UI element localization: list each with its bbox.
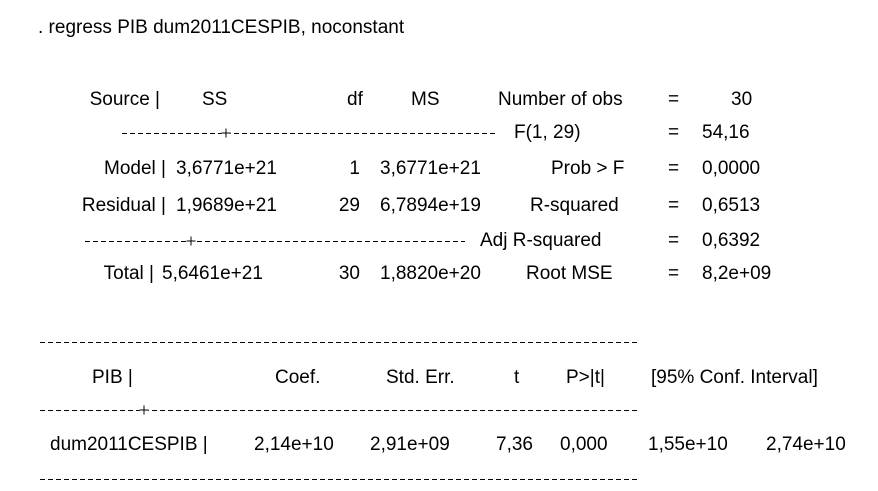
- ms-value: 6,7894e+19: [380, 195, 481, 216]
- stat-equals: =: [668, 122, 680, 143]
- source-label: Model |: [104, 158, 166, 179]
- stat-label: F(1, 29): [514, 122, 581, 143]
- coef-header: PIB |: [92, 367, 133, 388]
- stat-value: 0,0000: [702, 158, 761, 179]
- stat-label: Adj R-squared: [480, 230, 602, 251]
- stat-value: 8,2e+09: [702, 263, 772, 284]
- stat-equals: =: [668, 158, 680, 179]
- coef-cell: dum2011CESPIB |: [50, 434, 208, 455]
- source-label: Residual |: [81, 195, 166, 216]
- anova-header: MS: [411, 89, 440, 110]
- stat-equals: =: [668, 263, 680, 284]
- coef-cell: 7,36: [496, 434, 533, 455]
- coef-cell: 2,91e+09: [370, 434, 450, 455]
- coef-header: t: [514, 367, 520, 388]
- separator: [122, 133, 495, 134]
- stat-label: Prob > F: [551, 158, 625, 179]
- coef-header: [95% Conf. Interval]: [651, 367, 818, 388]
- stat-equals: =: [668, 89, 680, 110]
- separator-cross: [139, 405, 149, 415]
- df-value: 30: [338, 263, 360, 284]
- separator: [85, 241, 465, 242]
- separator-cross: [186, 236, 196, 246]
- coef-header: Std. Err.: [386, 367, 455, 388]
- stat-value: 0,6392: [702, 230, 761, 251]
- ss-value: 1,9689e+21: [176, 195, 277, 216]
- stat-label: Root MSE: [526, 263, 613, 284]
- coef-header: P>|t|: [566, 367, 605, 388]
- anova-header: df: [347, 89, 363, 110]
- coef-header: Coef.: [275, 367, 321, 388]
- stat-value: 30: [731, 89, 753, 110]
- df-value: 29: [338, 195, 360, 216]
- stat-label: R-squared: [530, 195, 619, 216]
- ms-value: 1,8820e+20: [380, 263, 481, 284]
- stat-value: 0,6513: [702, 195, 761, 216]
- coef-cell: 2,14e+10: [254, 434, 334, 455]
- anova-header: SS: [202, 89, 228, 110]
- command: . regress PIB dum2011CESPIB, noconstant: [38, 17, 405, 38]
- coef-cell: 2,74e+10: [766, 434, 846, 455]
- separator: [40, 479, 640, 480]
- stat-value: 54,16: [702, 122, 750, 143]
- coef-cell: 0,000: [560, 434, 608, 455]
- source-label: Total |: [103, 263, 154, 284]
- stat-equals: =: [668, 230, 680, 251]
- separator-cross: [221, 128, 231, 138]
- coef-cell: 1,55e+10: [648, 434, 728, 455]
- ss-value: 3,6771e+21: [176, 158, 277, 179]
- separator: [40, 410, 640, 411]
- ss-value: 5,6461e+21: [162, 263, 263, 284]
- separator: [40, 342, 640, 343]
- stat-equals: =: [668, 195, 680, 216]
- anova-header: Source |: [89, 89, 160, 110]
- ms-value: 3,6771e+21: [380, 158, 481, 179]
- df-value: 1: [349, 158, 360, 179]
- stat-label: Number of obs: [498, 89, 623, 110]
